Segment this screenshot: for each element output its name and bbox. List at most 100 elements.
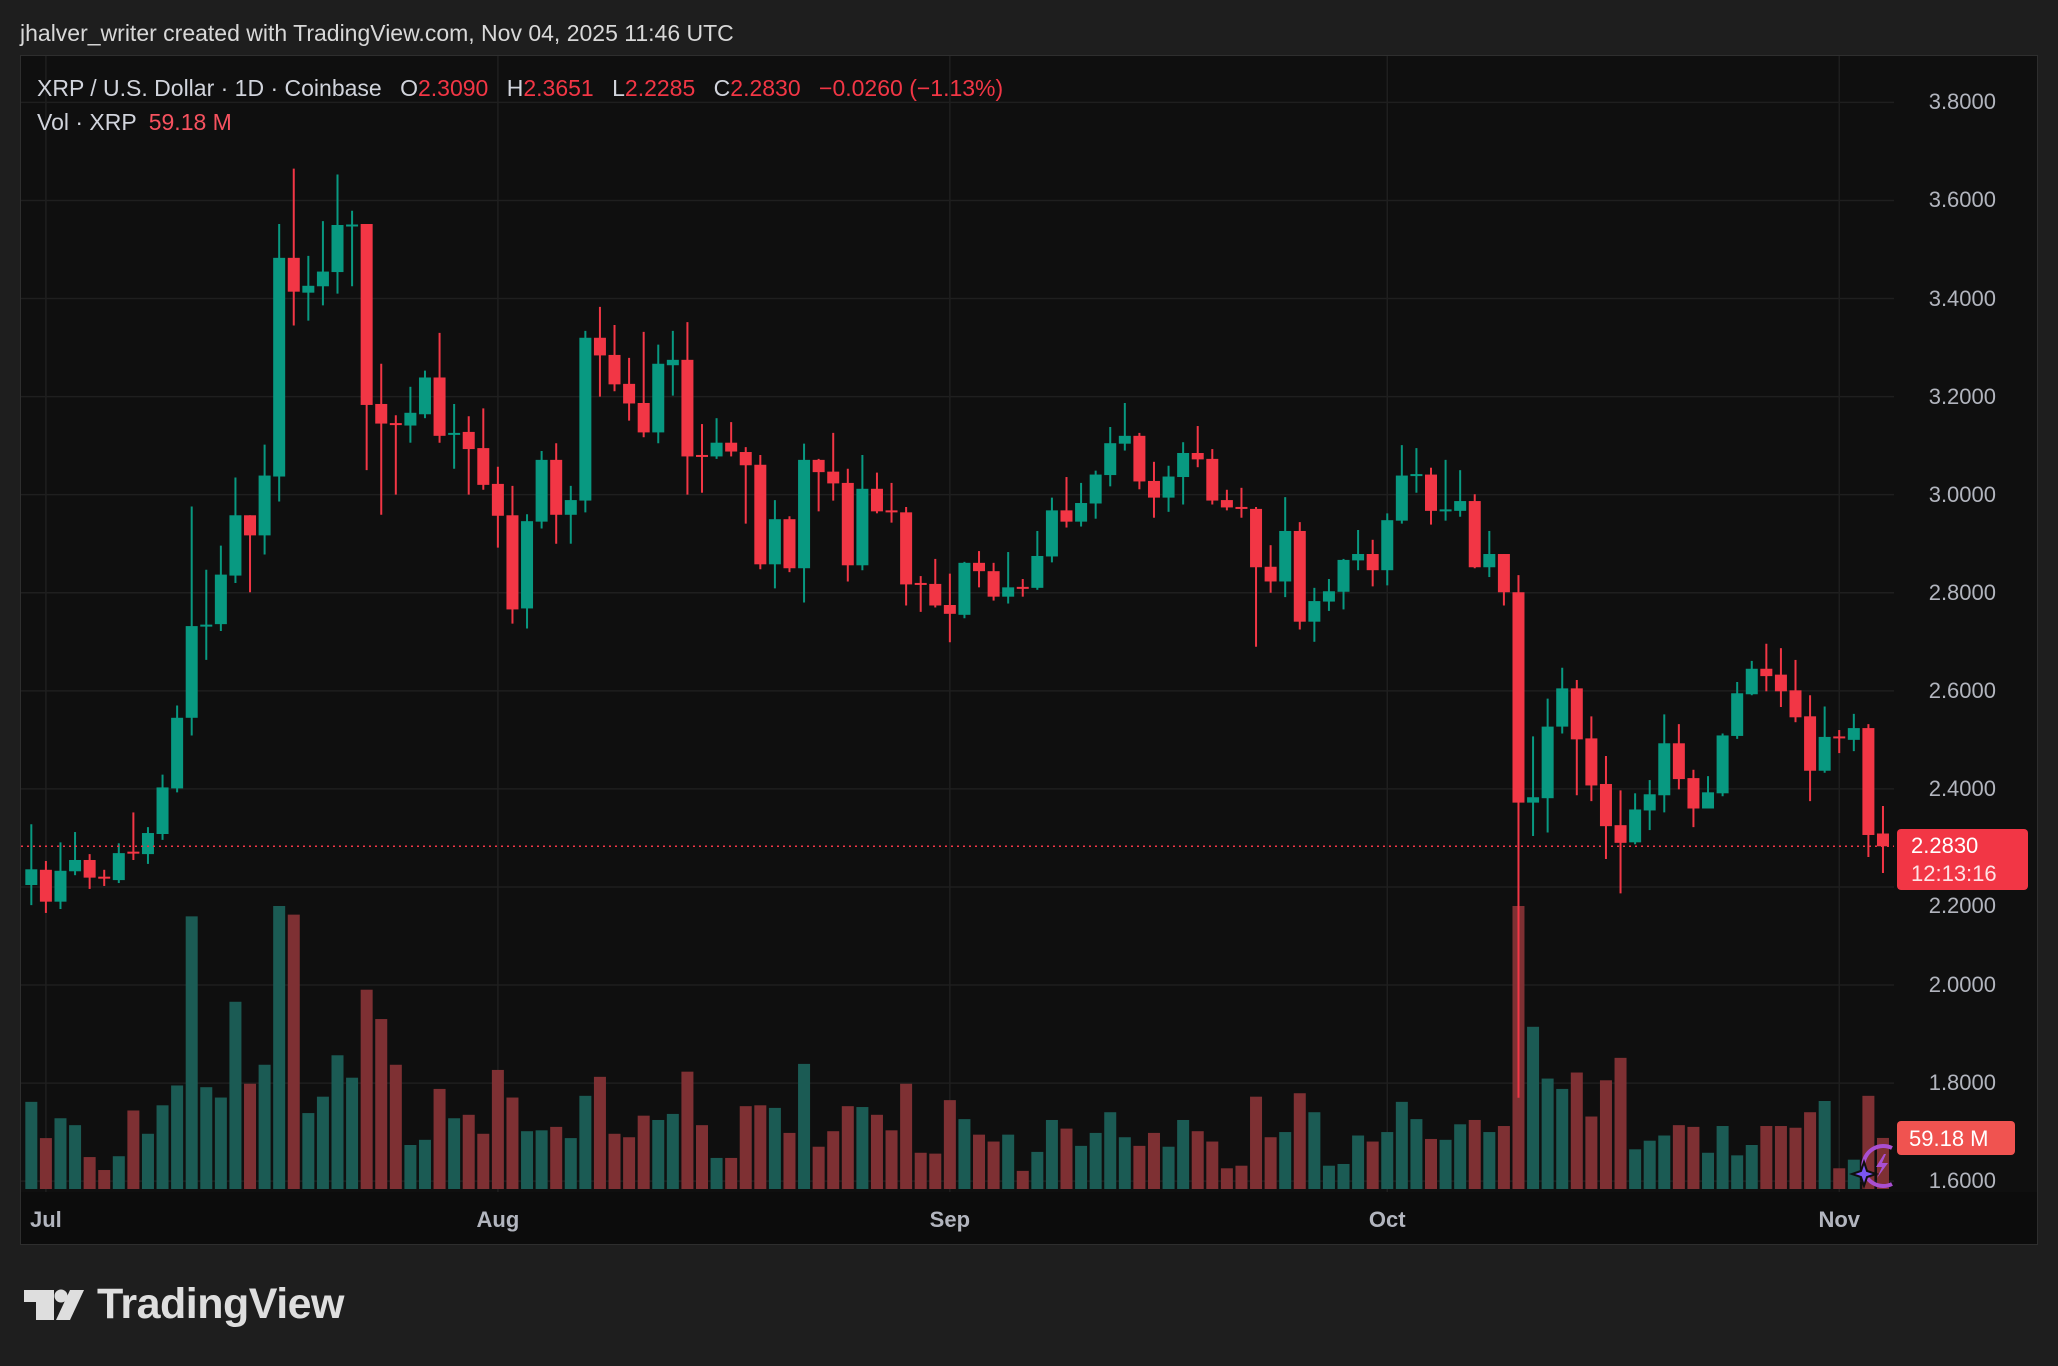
price-tick-label: 3.4000: [1928, 285, 1996, 311]
candle-body: [856, 488, 869, 566]
candle-body: [214, 574, 227, 625]
candle-body: [1672, 743, 1685, 780]
volume-bar: [1818, 1100, 1831, 1189]
time-tick-label: Jul: [29, 1207, 62, 1232]
volume-value: 59.18 M: [1909, 1126, 1989, 1151]
candle: [608, 325, 621, 392]
candles: [25, 168, 1889, 1098]
candle: [1556, 667, 1569, 734]
volume-bars: [25, 906, 1889, 1189]
candle: [506, 485, 519, 624]
volume-bar: [1191, 1131, 1204, 1189]
candle-body: [171, 717, 184, 789]
candle: [1308, 587, 1321, 642]
candle: [375, 363, 388, 515]
candle-body: [1614, 825, 1627, 843]
candle-body: [418, 377, 431, 415]
price-tick-label: 2.0000: [1928, 972, 1996, 998]
candle-body: [112, 853, 125, 881]
candle: [1147, 461, 1160, 518]
candle-body: [623, 383, 636, 404]
volume-bar: [200, 1087, 213, 1189]
ai-sparkle-icon[interactable]: [1848, 1140, 1896, 1190]
candle-body: [1833, 736, 1846, 739]
price-tick-label: 3.8000: [1928, 89, 1996, 115]
candle: [287, 168, 300, 326]
volume-bar: [798, 1063, 811, 1189]
volume-bar: [958, 1119, 971, 1189]
candle: [214, 545, 227, 631]
volume-bar: [316, 1096, 329, 1189]
volume-bar: [1585, 1116, 1598, 1189]
candle: [1322, 579, 1335, 611]
volume-bar: [462, 1114, 475, 1189]
candle: [579, 330, 592, 513]
volume-bar: [214, 1097, 227, 1189]
volume-bar: [754, 1105, 767, 1189]
volume-bar: [1089, 1132, 1102, 1189]
volume-bar: [258, 1064, 271, 1189]
candle-body: [1643, 794, 1656, 811]
candle-body: [1322, 591, 1335, 602]
candle: [1016, 579, 1029, 597]
volume-bar: [827, 1131, 840, 1189]
price-tick-label: 1.6000: [1928, 1168, 1996, 1194]
candle-body: [725, 442, 738, 452]
candle-body: [1410, 474, 1423, 477]
candle: [521, 514, 534, 629]
time-axis[interactable]: [21, 1192, 2037, 1244]
candle-body: [1731, 693, 1744, 736]
candle: [1614, 790, 1627, 894]
candle: [1220, 489, 1233, 511]
volume-bar: [856, 1107, 869, 1189]
price-tick-label: 2.2000: [1928, 893, 1996, 918]
candle: [885, 482, 898, 523]
volume-bar: [739, 1106, 752, 1189]
candle: [1527, 736, 1540, 836]
candle-body: [1789, 690, 1802, 718]
candle: [1468, 494, 1481, 569]
candle: [681, 322, 694, 495]
candle: [1425, 467, 1437, 525]
volume-bar: [287, 914, 300, 1189]
volume-bar: [404, 1144, 417, 1189]
candle-body: [1454, 501, 1467, 511]
volume-value-label: 59.18 M: [1897, 1121, 2015, 1155]
volume-bar: [579, 1095, 592, 1189]
candle-body: [360, 224, 373, 405]
candle: [1075, 482, 1088, 527]
candle: [25, 824, 38, 906]
candle: [973, 551, 986, 588]
candle-body: [1250, 508, 1263, 568]
candle-body: [841, 482, 854, 566]
volume-bar: [1570, 1072, 1583, 1189]
price-tick-label: 2.8000: [1928, 579, 1996, 605]
volume-bar: [900, 1083, 913, 1189]
legend-open-label: O: [400, 75, 418, 101]
volume-bar: [360, 989, 373, 1189]
volume-bar: [1556, 1088, 1569, 1189]
volume-bar: [1468, 1119, 1481, 1189]
volume-bar: [1060, 1128, 1073, 1189]
candle-body: [1774, 674, 1787, 692]
volume-bar: [1045, 1119, 1058, 1189]
volume-bar: [1789, 1127, 1802, 1189]
candle: [725, 422, 738, 457]
legend-change: −0.0260 (−1.13%): [819, 75, 1004, 101]
legend-low-label: L: [612, 75, 625, 101]
candle: [943, 573, 956, 643]
candle-body: [1031, 555, 1044, 588]
candle-body: [1060, 510, 1073, 522]
candle: [1716, 733, 1729, 797]
candle-body: [827, 471, 840, 484]
volume-bar: [564, 1138, 577, 1189]
candle: [316, 221, 329, 306]
candle: [1366, 539, 1379, 587]
candle: [1570, 680, 1583, 796]
chart-pane[interactable]: [20, 55, 2038, 1245]
candle-body: [973, 562, 986, 572]
candle: [127, 812, 140, 860]
candle-body: [302, 285, 315, 293]
candle: [696, 424, 708, 493]
